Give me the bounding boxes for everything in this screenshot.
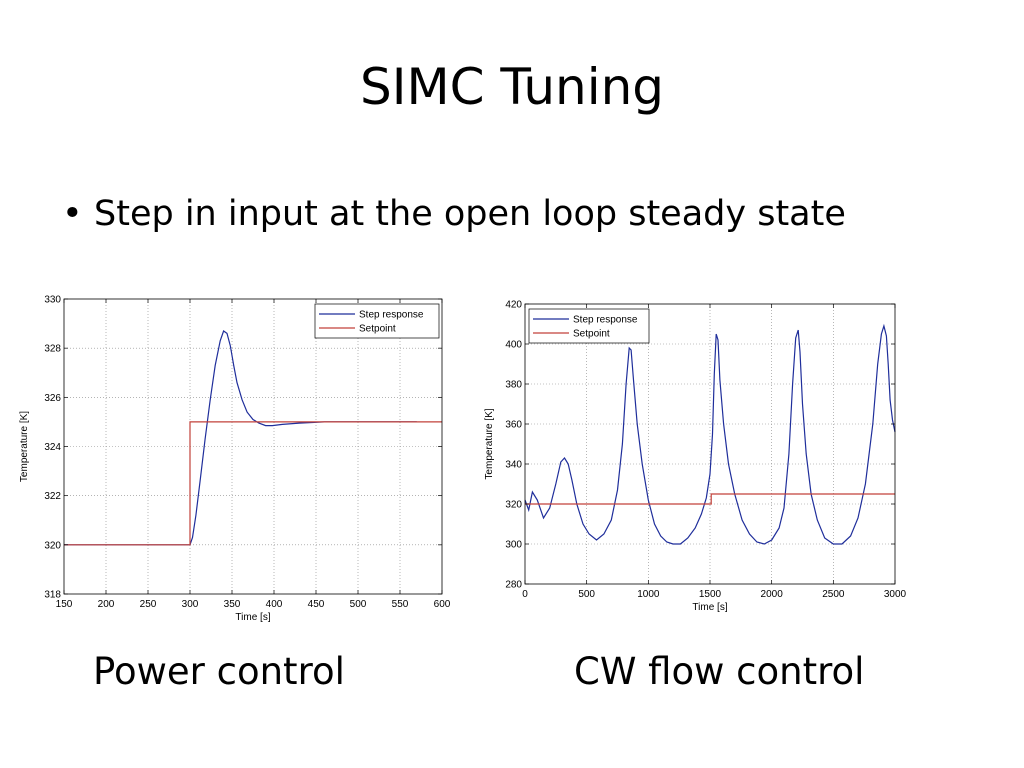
x-axis-label: Time [s] (692, 602, 727, 613)
y-tick-label: 340 (505, 460, 522, 471)
legend-label: Step response (359, 310, 424, 321)
x-tick-label: 450 (308, 599, 325, 610)
series-line-setpoint (525, 493, 895, 505)
legend: Step response Setpoint (528, 308, 650, 344)
x-tick-label: 300 (182, 599, 199, 610)
bullet-icon: • (62, 194, 83, 234)
y-tick-label: 324 (44, 442, 61, 453)
x-axis-label: Time [s] (235, 612, 270, 623)
y-tick-label: 300 (505, 540, 522, 551)
y-tick-label: 320 (44, 540, 61, 551)
x-tick-label: 600 (434, 599, 451, 610)
y-tick-label: 330 (44, 295, 61, 306)
y-axis-label: Temperature [K] (19, 411, 30, 482)
x-tick-label: 1000 (637, 589, 660, 600)
slide-title: SIMC Tuning (359, 58, 665, 116)
x-tick-label: 2000 (761, 589, 784, 600)
y-tick-label: 320 (505, 500, 522, 511)
legend-label: Step response (573, 315, 638, 326)
series-line-step-response (524, 323, 896, 545)
y-tick-label: 328 (44, 344, 61, 355)
x-tick-label: 3000 (884, 589, 907, 600)
x-tick-label: 500 (578, 589, 595, 600)
x-tick-label: 2500 (822, 589, 845, 600)
plot-area (525, 304, 895, 584)
y-axis-label: Temperature [K] (484, 408, 495, 479)
series-line-step-response (64, 330, 417, 546)
y-tick-label: 420 (505, 300, 522, 311)
x-tick-label: 200 (98, 599, 115, 610)
series-line-setpoint (64, 421, 442, 546)
x-tick-label: 250 (140, 599, 157, 610)
y-tick-label: 318 (44, 590, 61, 601)
bullet-text: Step in input at the open loop steady st… (94, 194, 846, 234)
chart-cw-flow-control: 0 500 1000 1500 2000 2500 3000 280 300 320 340 360 3… (484, 300, 907, 614)
y-tick-label: 322 (44, 491, 61, 502)
y-tick-label: 400 (505, 340, 522, 351)
chart-power-control: 150 200 250 300 350 400 450 500 550 600 318 320 322 3… (19, 295, 451, 624)
y-tick-label: 380 (505, 380, 522, 391)
x-tick-label: 500 (350, 599, 367, 610)
x-tick-label: 150 (56, 599, 73, 610)
legend: Step response Setpoint (314, 303, 440, 339)
legend-label: Setpoint (573, 329, 610, 340)
bullet-point: • Step in input at the open loop steady s… (62, 194, 846, 234)
legend-box (314, 303, 440, 339)
x-tick-label: 1500 (699, 589, 722, 600)
x-tick-label: 550 (392, 599, 409, 610)
caption-cw-flow-control: CW flow control (574, 650, 865, 693)
y-tick-label: 280 (505, 580, 522, 591)
caption-power-control: Power control (93, 650, 345, 693)
y-tick-label: 360 (505, 420, 522, 431)
x-tick-label: 0 (522, 589, 528, 600)
x-tick-label: 400 (266, 599, 283, 610)
x-tick-label: 350 (224, 599, 241, 610)
y-tick-label: 326 (44, 393, 61, 404)
legend-label: Setpoint (359, 324, 396, 335)
legend-box (528, 308, 650, 344)
